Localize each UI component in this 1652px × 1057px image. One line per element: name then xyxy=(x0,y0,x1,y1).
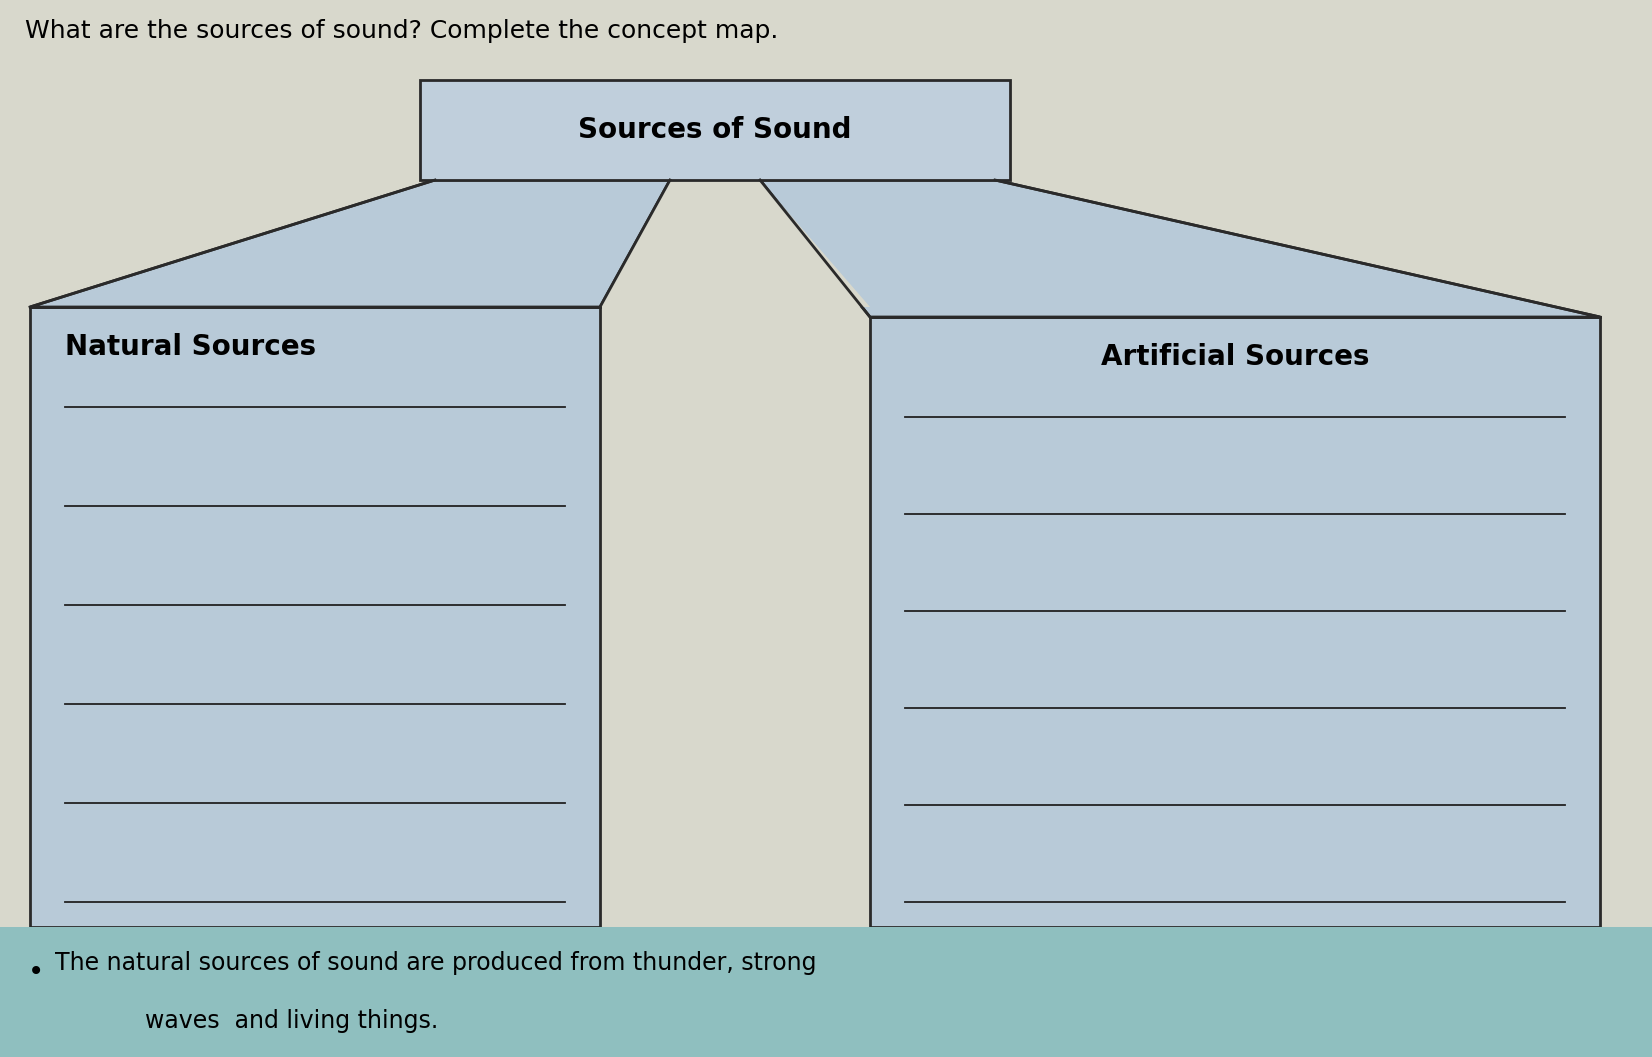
Polygon shape xyxy=(760,180,1601,317)
Text: Natural Sources: Natural Sources xyxy=(64,333,316,361)
Polygon shape xyxy=(600,180,871,307)
FancyBboxPatch shape xyxy=(30,307,600,927)
Text: Sources of Sound: Sources of Sound xyxy=(578,116,852,144)
Text: The natural sources of sound are produced from thunder, strong: The natural sources of sound are produce… xyxy=(55,951,816,976)
Text: What are the sources of sound? Complete the concept map.: What are the sources of sound? Complete … xyxy=(25,19,778,43)
FancyBboxPatch shape xyxy=(420,80,1009,180)
Text: Artificial Sources: Artificial Sources xyxy=(1100,344,1370,371)
Polygon shape xyxy=(30,180,671,307)
FancyBboxPatch shape xyxy=(0,927,1652,1057)
FancyBboxPatch shape xyxy=(871,317,1601,927)
Text: •: • xyxy=(28,959,45,986)
Text: waves  and living things.: waves and living things. xyxy=(55,1008,438,1033)
